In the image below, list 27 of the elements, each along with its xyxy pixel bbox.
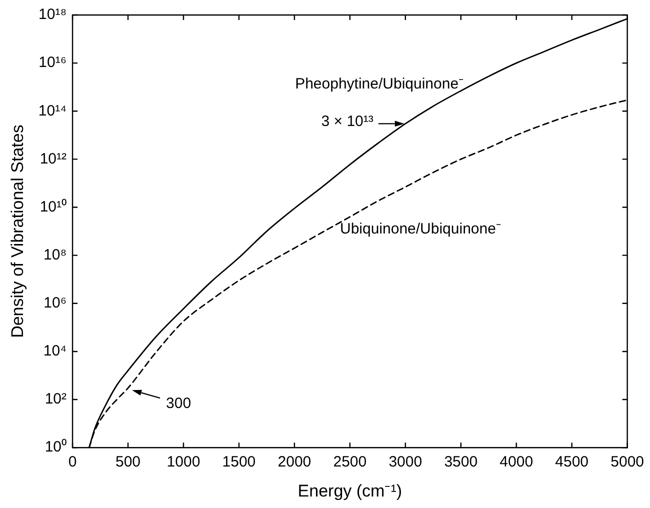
annotation: 300 [166,395,192,412]
x-tick-label: 1500 [222,454,256,471]
x-tick-label: 500 [115,454,141,471]
y-tick-label: 10⁶ [44,294,67,312]
x-tick-label: 0 [68,454,77,471]
x-tick-label: 3000 [388,454,422,471]
annotation: 3 × 10¹³ [321,112,374,130]
y-tick-label: 10¹⁴ [38,102,67,120]
y-tick-label: 10⁴ [43,342,67,360]
x-tick-label: 1000 [166,454,200,471]
y-tick-label: 10¹⁶ [38,54,67,72]
y-tick-label: 10¹² [40,150,67,168]
x-tick-label: 2000 [278,454,312,471]
x-tick-label: 3500 [444,454,478,471]
y-tick-label: 10⁸ [44,246,67,264]
series-label: Ubiquinone/Ubiquinone⁻ [340,220,501,238]
x-tick-label: 5000 [610,454,644,471]
x-tick-label: 2500 [333,454,367,471]
y-tick-label: 10² [44,390,67,408]
x-axis-title: Energy (cm⁻¹) [298,481,402,500]
x-tick-label: 4000 [500,454,534,471]
x-tick-label: 4500 [555,454,589,471]
y-axis-title: Density of Vibrational States [8,124,27,338]
y-tick-label: 10⁰ [44,438,67,456]
y-tick-label: 10¹⁸ [38,6,67,24]
y-tick-label: 10¹⁰ [40,198,67,216]
series-label: Pheophytine/Ubiquinone⁻ [295,75,464,92]
